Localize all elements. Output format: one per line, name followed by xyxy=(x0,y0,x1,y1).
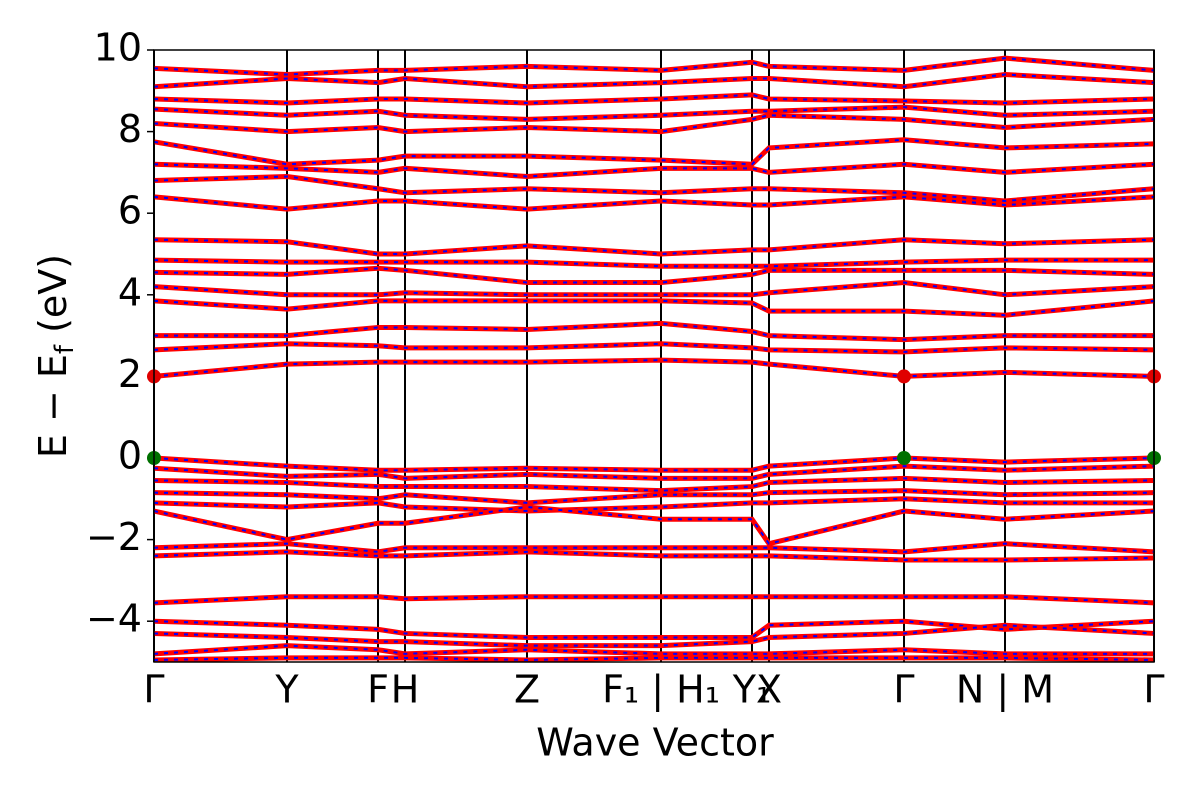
band-overlay xyxy=(153,456,1155,472)
y-label-unit: (eV) xyxy=(31,254,75,333)
band-overlay xyxy=(153,542,1155,553)
x-tick-label: Γ xyxy=(143,668,164,712)
band-overlay xyxy=(153,624,1155,647)
x-tick-label: Z xyxy=(514,668,540,712)
y-tick-label: 8 xyxy=(118,107,142,151)
band-overlay xyxy=(153,259,1154,268)
x-tick-label: Γ xyxy=(893,668,914,712)
band-overlay xyxy=(153,497,1154,513)
band-overlay xyxy=(153,73,1155,88)
cbm-point xyxy=(897,369,911,384)
x-tick-label: X xyxy=(756,668,782,712)
band-overlay xyxy=(154,322,1154,341)
band-overlay xyxy=(153,93,1155,105)
band-overlay xyxy=(153,281,1155,296)
x-tick-label: Y xyxy=(274,668,299,712)
x-tick-label: F₁ | H₁ xyxy=(602,668,720,713)
x-tick-label: Γ xyxy=(1143,668,1164,712)
y-tick-label: 4 xyxy=(118,270,142,314)
band-overlay xyxy=(153,57,1155,76)
band xyxy=(153,357,1155,379)
band-overlay xyxy=(153,163,1155,178)
band-overlay xyxy=(153,644,1154,655)
band-overlay xyxy=(153,550,1155,561)
x-axis-label: Wave Vector xyxy=(536,721,774,765)
y-tick-label: −2 xyxy=(86,515,142,559)
x-tick-label: Y₁ xyxy=(732,668,771,712)
band-overlay xyxy=(153,489,1155,504)
y-axis-label: E − Ef (eV) xyxy=(31,254,80,458)
band-overlay xyxy=(153,267,1155,284)
band-overlay xyxy=(153,477,1155,492)
band-overlay xyxy=(153,342,1155,353)
plot-frame xyxy=(153,49,1155,663)
band xyxy=(153,194,1155,212)
band xyxy=(153,237,1155,257)
y-tick-label: 6 xyxy=(118,189,142,233)
band xyxy=(153,298,1155,318)
vbm-point xyxy=(897,451,911,465)
band-overlay xyxy=(153,505,1155,545)
band-overlay xyxy=(153,465,1155,480)
y-tick-label: −4 xyxy=(86,597,142,641)
band-overlay xyxy=(153,620,1155,639)
band-overlay xyxy=(153,114,1155,133)
x-tick-label: N | M xyxy=(956,668,1054,713)
band xyxy=(153,173,1155,204)
band-overlay xyxy=(153,106,1155,121)
y-label-sub: f xyxy=(50,344,80,354)
band-overlay xyxy=(153,138,1155,166)
y-tick-label: 0 xyxy=(118,434,142,478)
band-overlay xyxy=(153,656,1155,661)
y-tick-label: 10 xyxy=(94,26,142,70)
x-tick-label: H xyxy=(391,668,420,712)
y-label-main: E − E xyxy=(31,354,75,458)
y-tick-label: 2 xyxy=(118,352,142,396)
band-overlay xyxy=(153,595,1155,604)
x-tick-label: F xyxy=(367,668,389,712)
